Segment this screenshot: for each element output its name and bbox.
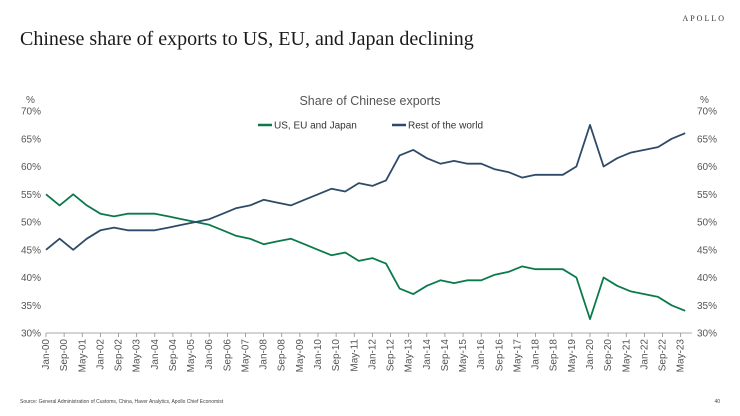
x-tick-label: Jan-04 [150,339,161,370]
y-tick-label-right: 65% [697,134,717,145]
source-note: Source: General Administration of Custom… [20,399,224,405]
x-tick-label: Sep-08 [277,339,288,372]
y-tick-label-left: 45% [21,245,41,256]
x-tick-label: May-21 [621,339,632,373]
x-tick-label: May-15 [458,339,469,373]
slide-title: Chinese share of exports to US, EU, and … [20,28,474,50]
x-tick-label: May-13 [404,339,415,373]
y-tick-label-right: 60% [697,162,717,173]
y-axis-unit-left: % [26,95,35,106]
series-line-us-eu-japan [45,193,686,320]
y-tick-label-right: 40% [697,273,717,284]
x-tick-label: Jan-08 [259,339,270,370]
y-tick-label-left: 40% [21,273,41,284]
y-tick-label-right: 45% [697,245,717,256]
y-tick-label-left: 55% [21,190,41,201]
chart-title: Share of Chinese exports [299,94,440,108]
y-tick-label-left: 50% [21,218,41,229]
y-tick-label-right: 55% [697,190,717,201]
x-tick-label: Sep-12 [386,339,397,372]
x-tick-label: Sep-22 [658,339,669,372]
x-tick-label: May-23 [676,339,687,373]
y-tick-label-left: 35% [21,301,41,312]
x-tick-label: May-05 [186,339,197,373]
x-tick-label: Jan-18 [531,339,542,370]
x-tick-label: Jan-20 [585,339,596,370]
x-tick-label: May-03 [132,339,143,373]
y-tick-label-right: 70% [697,107,717,118]
y-tick-label-right: 50% [697,218,717,229]
x-tick-label: Jan-14 [422,339,433,370]
x-tick-label: Sep-10 [331,339,342,372]
legend-label-rest-of-world: Rest of the world [408,121,483,132]
x-tick-label: Sep-06 [222,339,233,372]
x-tick-label: May-19 [567,339,578,373]
x-tick-label: Jan-16 [476,339,487,370]
x-tick-label: Jan-00 [41,339,52,370]
x-tick-label: Sep-16 [494,339,505,372]
x-tick-label: Jan-06 [204,339,215,370]
x-tick-label: Sep-14 [440,339,451,372]
y-tick-label-left: 65% [21,134,41,145]
x-tick-label: May-11 [349,339,360,372]
x-tick-label: May-17 [512,339,523,373]
x-tick-label: Sep-20 [603,339,614,372]
x-tick-label: Sep-02 [114,339,125,372]
y-tick-label-left: 30% [21,329,41,340]
brand-logo: APOLLO [682,14,726,23]
y-tick-label-right: 35% [697,301,717,312]
x-tick-label: Jan-10 [313,339,324,370]
x-tick-label: Jan-02 [95,339,106,370]
x-tick-label: Jan-22 [639,339,650,370]
x-tick-label: Jan-12 [367,339,378,370]
x-tick-label: May-07 [240,339,251,373]
legend-label-us-eu-japan: US, EU and Japan [274,121,357,132]
y-tick-label-left: 70% [21,107,41,118]
series-line-rest-of-world [45,124,686,251]
x-tick-label: Sep-00 [59,339,70,372]
y-axis-unit-right: % [700,95,709,106]
page-number: 40 [714,399,720,405]
y-tick-label-left: 60% [21,162,41,173]
y-tick-label-right: 30% [697,329,717,340]
x-tick-label: May-01 [77,339,88,373]
x-tick-label: May-09 [295,339,306,373]
x-tick-label: Sep-04 [168,339,179,372]
x-tick-label: Sep-18 [549,339,560,372]
